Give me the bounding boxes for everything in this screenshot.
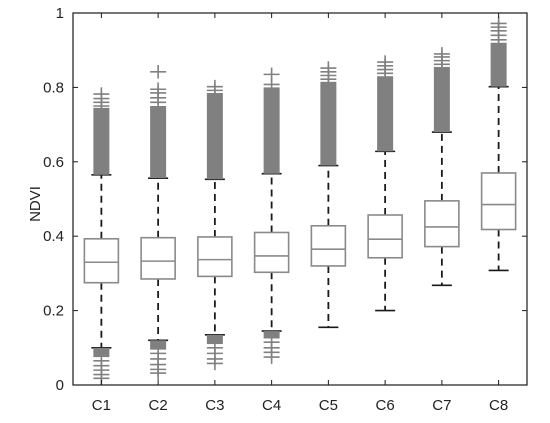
x-tick-label: C1: [92, 397, 111, 414]
plot-frame: [72, 12, 528, 386]
box-C6: [367, 55, 403, 312]
y-tick-label: 0.2: [43, 303, 64, 320]
y-tick-label: 0.6: [43, 154, 64, 171]
box-iqr: [140, 236, 176, 280]
y-tick-label: 1: [56, 5, 64, 22]
box-C5: [310, 61, 347, 329]
box-C1: [83, 87, 120, 386]
box-C3: [197, 79, 233, 371]
x-tick-label: C7: [432, 397, 451, 414]
box-iqr: [310, 224, 347, 267]
outliers-high-dense: [93, 107, 110, 175]
x-tick-label: C5: [319, 397, 338, 414]
x-tick-label: C3: [205, 397, 224, 414]
outliers-high-dense: [150, 106, 167, 179]
y-axis-label: NDVI: [27, 186, 44, 222]
axis-ticks: 0 0.2 0.4 0.6 0.8 1 C1 C2 C3 C4 C5 C6 C7 C8: [43, 5, 527, 414]
box-iqr: [197, 236, 233, 278]
y-tick-label: 0: [56, 377, 64, 394]
box-C2: [140, 64, 176, 380]
outliers-high-dense: [490, 42, 507, 87]
box-C7: [424, 47, 460, 287]
y-tick-label: 0.4: [43, 228, 64, 245]
box-iqr: [424, 200, 460, 248]
outliers-low-dense: [263, 331, 280, 339]
box-iqr: [480, 172, 517, 231]
x-tick-label: C4: [262, 397, 281, 414]
outliers-low-dense: [150, 340, 167, 350]
outliers-high-dense: [377, 76, 394, 152]
outliers-high-dense: [263, 87, 280, 174]
outliers-low-dense: [93, 347, 110, 358]
outliers-low-dense: [206, 334, 223, 345]
box-iqr: [253, 231, 290, 274]
outliers-high-dense: [320, 81, 337, 166]
x-tick-label: C2: [149, 397, 168, 414]
box-iqr: [83, 238, 120, 284]
outliers-high-dense: [206, 92, 223, 180]
outliers-high-dense: [433, 66, 450, 133]
x-tick-label: C8: [489, 397, 508, 414]
box-C8: [480, 16, 517, 272]
box-iqr: [367, 214, 403, 259]
plot-area: [83, 16, 517, 386]
x-tick-label: C6: [376, 397, 395, 414]
box-C4: [253, 67, 290, 364]
y-tick-label: 0.8: [43, 79, 64, 96]
